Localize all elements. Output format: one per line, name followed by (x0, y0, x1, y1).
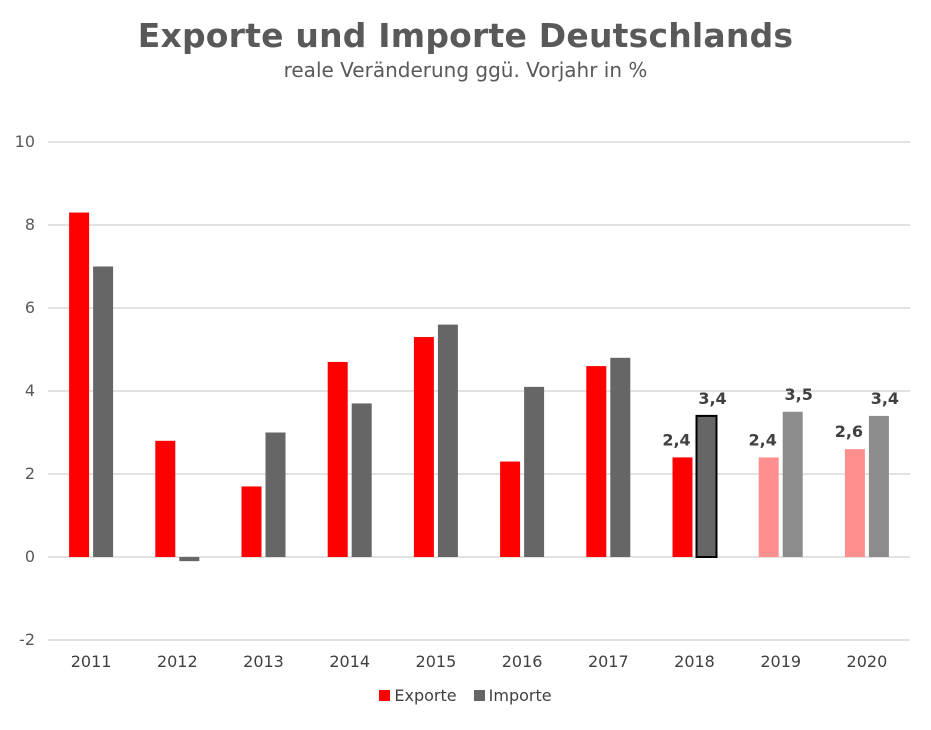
y-tick-label: 2 (25, 464, 35, 483)
bar-exporte-2011 (69, 212, 90, 558)
x-tick-label: 2017 (588, 652, 629, 671)
x-tick-label: 2020 (847, 652, 888, 671)
legend-item-exporte: Exporte (379, 686, 457, 705)
bar-importe-2014 (351, 403, 372, 557)
bar-exporte-2012 (155, 440, 176, 557)
data-label: 3,4 (871, 389, 899, 408)
bar-importe-2016 (524, 386, 545, 557)
data-label: 2,4 (749, 430, 777, 449)
x-tick-label: 2018 (674, 652, 715, 671)
bar-importe-2011 (93, 266, 114, 557)
data-label: 2,4 (662, 430, 690, 449)
data-label: 3,5 (785, 385, 813, 404)
legend-label-importe: Importe (488, 686, 552, 705)
bar-importe-2012 (179, 557, 200, 562)
x-tick-label: 2011 (71, 652, 112, 671)
bar-importe-2019 (782, 411, 803, 557)
y-tick-label: 0 (25, 547, 35, 566)
legend: Exporte Importe (0, 686, 931, 705)
bar-importe-2020 (868, 415, 889, 557)
bar-exporte-2016 (500, 461, 521, 557)
x-tick-label: 2014 (329, 652, 370, 671)
x-tick-label: 2016 (502, 652, 543, 671)
x-tick-label: 2013 (243, 652, 284, 671)
bar-importe-2018 (695, 414, 718, 558)
bars (69, 212, 889, 562)
legend-swatch-exporte (379, 690, 391, 701)
gridlines (48, 141, 910, 641)
y-axis-tick-labels: -2 0 2 4 6 8 10 (15, 132, 35, 649)
y-tick-label: 10 (15, 132, 35, 151)
bar-exporte-2014 (327, 361, 348, 557)
y-tick-label: 4 (25, 381, 35, 400)
legend-label-exporte: Exporte (394, 686, 457, 705)
x-axis-tick-labels: 2011 2012 2013 2014 2015 2016 2017 2018 2019 2020 (71, 652, 888, 671)
y-tick-label: -2 (19, 630, 35, 649)
data-label: 3,4 (698, 389, 726, 408)
bar-importe-2015 (437, 324, 458, 557)
data-label: 2,6 (835, 422, 863, 441)
bar-importe-2013 (265, 432, 286, 557)
y-tick-label: 6 (25, 298, 35, 317)
bar-exporte-2018 (672, 457, 693, 557)
data-labels: 2,4 3,4 2,4 3,5 2,6 3,4 (662, 385, 899, 450)
bar-exporte-2020 (844, 449, 865, 557)
bar-exporte-2019 (758, 457, 779, 557)
y-tick-label: 8 (25, 215, 35, 234)
chart-title: Exporte und Importe Deutschlands (137, 16, 794, 55)
x-tick-label: 2015 (416, 652, 457, 671)
x-tick-label: 2012 (157, 652, 198, 671)
x-tick-label: 2019 (760, 652, 801, 671)
chart-subtitle: reale Veränderung ggü. Vorjahr in % (283, 58, 648, 82)
bar-exporte-2013 (241, 486, 262, 557)
legend-item-importe: Importe (473, 686, 552, 705)
legend-swatch-importe (473, 690, 485, 701)
bar-importe-2017 (610, 357, 631, 557)
bar-exporte-2017 (586, 366, 607, 557)
bar-exporte-2015 (413, 337, 434, 557)
